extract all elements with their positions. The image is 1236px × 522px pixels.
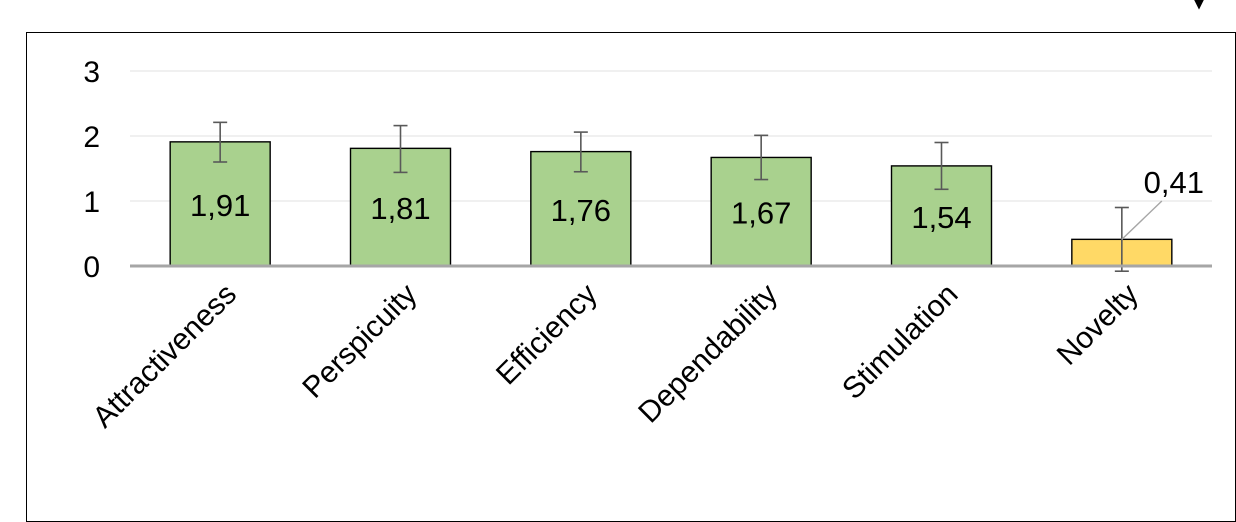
clipped-title-fragment [1194, 0, 1204, 10]
y-tick-label: 0 [83, 251, 100, 284]
data-label: 1,76 [551, 193, 611, 228]
chart-frame [26, 32, 1236, 522]
x-tick-label: Novelty [1051, 278, 1145, 372]
data-label: 1,81 [370, 191, 430, 226]
x-tick-label: Stimulation [836, 278, 964, 406]
x-tick-label: Dependability [632, 278, 784, 430]
data-label: 1,54 [911, 200, 971, 235]
y-tick-label: 3 [83, 56, 100, 89]
y-tick-label: 2 [83, 121, 100, 154]
x-tick-label: Attractiveness [87, 278, 244, 435]
x-tick-label: Efficiency [490, 278, 604, 392]
data-label: 1,91 [190, 188, 250, 223]
x-tick-label: Perspicuity [296, 278, 423, 405]
data-label-leader [1121, 200, 1163, 240]
data-label: 1,67 [731, 196, 791, 231]
data-label: 0,41 [1144, 165, 1204, 200]
y-tick-label: 1 [83, 186, 100, 219]
